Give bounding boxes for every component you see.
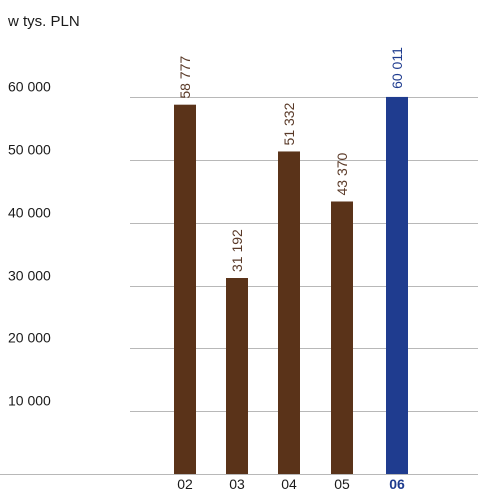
data-label: 58 777	[177, 56, 193, 99]
y-tick-label: 50 000	[8, 142, 51, 158]
data-label: 43 370	[334, 152, 350, 195]
bar-03	[226, 278, 248, 474]
y-tick-label: 10 000	[8, 393, 51, 409]
data-label: 51 332	[281, 102, 297, 145]
y-tick-label: 60 000	[8, 79, 51, 95]
y-tick-label: 30 000	[8, 268, 51, 284]
x-tick-label: 06	[389, 476, 405, 492]
y-tick-label: 20 000	[8, 330, 51, 346]
x-tick-label: 02	[177, 476, 193, 492]
x-tick-label: 04	[281, 476, 297, 492]
data-label: 60 011	[389, 47, 405, 89]
x-tick-label: 05	[334, 476, 350, 492]
bar-05	[331, 201, 353, 475]
data-label: 31 192	[229, 229, 245, 272]
data-labels: 58 777 31 192 51 332 43 370 60 011	[177, 47, 405, 272]
unit-label: w tys. PLN	[7, 13, 80, 30]
bar-06	[386, 96, 408, 475]
x-tick-label: 03	[229, 476, 245, 492]
y-axis-ticks: 10 000 20 000 30 000 40 000 50 000 60 000	[8, 79, 51, 409]
bars	[174, 96, 408, 475]
bar-04	[278, 151, 300, 474]
bar-02	[174, 104, 196, 475]
y-tick-label: 40 000	[8, 205, 51, 221]
x-axis-ticks: 02 03 04 05 06	[177, 476, 405, 492]
